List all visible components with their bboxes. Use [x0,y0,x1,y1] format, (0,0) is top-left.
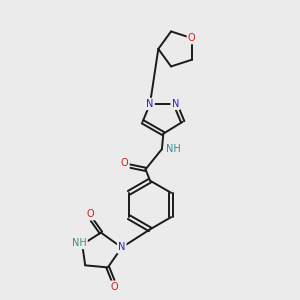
Text: O: O [121,158,128,168]
Text: O: O [188,33,196,43]
Text: O: O [111,282,119,292]
Text: O: O [87,209,94,219]
Text: NH: NH [72,238,87,248]
Text: NH: NH [166,143,181,154]
Text: N: N [172,99,179,109]
Text: N: N [118,242,125,253]
Text: N: N [146,99,154,109]
